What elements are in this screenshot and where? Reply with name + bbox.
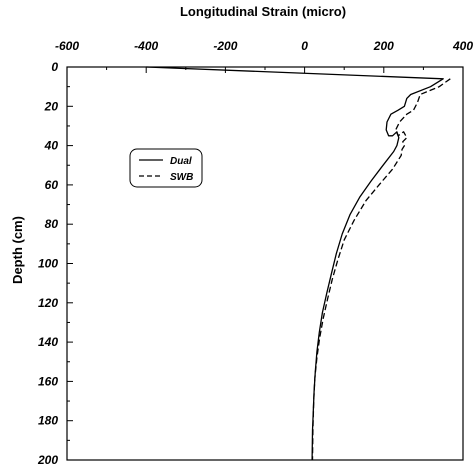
y-tick-label: 200 (37, 453, 58, 465)
y-tick-label: 60 (45, 178, 59, 192)
y-tick-label: 160 (38, 374, 58, 388)
y-tick-label: 140 (38, 335, 58, 349)
series-line-dual (146, 66, 444, 461)
y-tick-label: 80 (45, 217, 59, 231)
x-tick-label: 0 (301, 39, 308, 53)
series-line-swb (311, 78, 451, 461)
axis-ticks: -600 -400 -200 0 200 400 0 20 40 60 80 100 120 140 160… (37, 39, 473, 465)
x-tick-label: -600 (55, 39, 79, 53)
legend-dual-label: Dual (170, 156, 192, 167)
y-tick-label: 120 (38, 296, 58, 310)
chart-title: Longitudinal Strain (micro) (180, 4, 346, 19)
y-tick-label: 100 (38, 257, 58, 271)
plot-frame (66, 66, 464, 461)
legend-swb-label: SWB (170, 172, 193, 183)
y-tick-label: 180 (38, 414, 58, 428)
x-tick-label: 400 (452, 39, 473, 53)
y-tick-label: 20 (44, 99, 59, 113)
series-layer (146, 66, 451, 461)
x-tick-label: 200 (373, 39, 394, 53)
x-tick-label: -400 (134, 39, 158, 53)
x-tick-label: -200 (213, 39, 237, 53)
y-tick-label: 40 (44, 139, 59, 153)
legend-box (129, 148, 203, 188)
y-axis-label: Depth (cm) (10, 216, 25, 284)
legend: Dual SWB (129, 148, 203, 188)
y-tick-label: 0 (51, 60, 58, 74)
